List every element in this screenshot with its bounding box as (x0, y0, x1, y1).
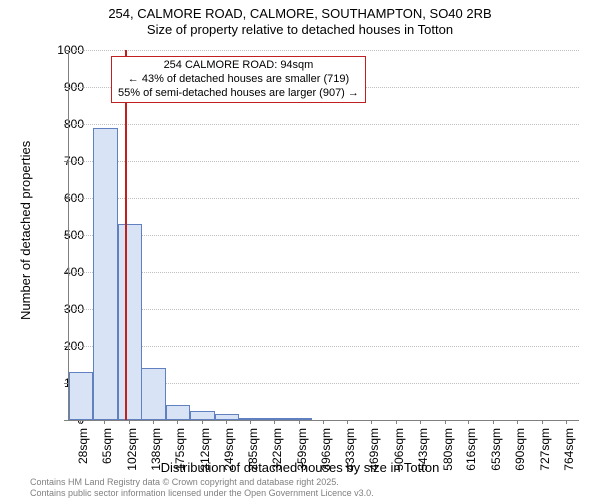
title-address: 254, CALMORE ROAD, CALMORE, SOUTHAMPTON,… (0, 6, 600, 22)
x-tick-mark (202, 420, 203, 424)
histogram-bar (118, 224, 142, 420)
footer-line2: Contains public sector information licen… (30, 488, 374, 498)
x-tick-mark (347, 420, 348, 424)
footer-line1: Contains HM Land Registry data © Crown c… (30, 477, 374, 487)
annotation-box: 254 CALMORE ROAD: 94sqm ← 43% of detache… (111, 56, 366, 103)
histogram-bar (141, 368, 165, 420)
x-tick-mark (129, 420, 130, 424)
gridline (69, 50, 579, 51)
histogram-bar (166, 405, 190, 420)
histogram-bar (93, 128, 117, 420)
x-tick-mark (104, 420, 105, 424)
histogram-chart: 254, CALMORE ROAD, CALMORE, SOUTHAMPTON,… (0, 0, 600, 500)
x-tick-mark (80, 420, 81, 424)
x-tick-mark (226, 420, 227, 424)
x-tick-mark (299, 420, 300, 424)
histogram-bar (190, 411, 214, 420)
gridline (69, 346, 579, 347)
x-tick-mark (323, 420, 324, 424)
x-tick-mark (274, 420, 275, 424)
gridline (69, 161, 579, 162)
gridline (69, 235, 579, 236)
x-tick-mark (493, 420, 494, 424)
attribution-footer: Contains HM Land Registry data © Crown c… (30, 477, 374, 498)
chart-title: 254, CALMORE ROAD, CALMORE, SOUTHAMPTON,… (0, 0, 600, 37)
x-tick-mark (371, 420, 372, 424)
x-tick-mark (445, 420, 446, 424)
x-tick-mark (396, 420, 397, 424)
x-tick-mark (153, 420, 154, 424)
annotation-line1: 254 CALMORE ROAD: 94sqm (118, 59, 359, 73)
y-axis-label: Number of detached properties (18, 141, 33, 320)
annotation-line3: 55% of semi-detached houses are larger (… (118, 87, 359, 101)
gridline (69, 309, 579, 310)
x-tick-mark (177, 420, 178, 424)
x-tick-mark (420, 420, 421, 424)
x-axis-label: Distribution of detached houses by size … (0, 460, 600, 475)
x-tick-mark (542, 420, 543, 424)
gridline (69, 272, 579, 273)
grid-lines (69, 50, 579, 420)
histogram-bar (69, 372, 93, 420)
x-tick-mark (517, 420, 518, 424)
gridline (69, 124, 579, 125)
title-subtitle: Size of property relative to detached ho… (0, 22, 600, 38)
annotation-line2: ← 43% of detached houses are smaller (71… (118, 73, 359, 87)
x-tick-mark (566, 420, 567, 424)
plot-area: 254 CALMORE ROAD: 94sqm ← 43% of detache… (68, 50, 579, 421)
x-tick-mark (468, 420, 469, 424)
gridline (69, 198, 579, 199)
marker-line (125, 50, 127, 420)
x-tick-mark (250, 420, 251, 424)
